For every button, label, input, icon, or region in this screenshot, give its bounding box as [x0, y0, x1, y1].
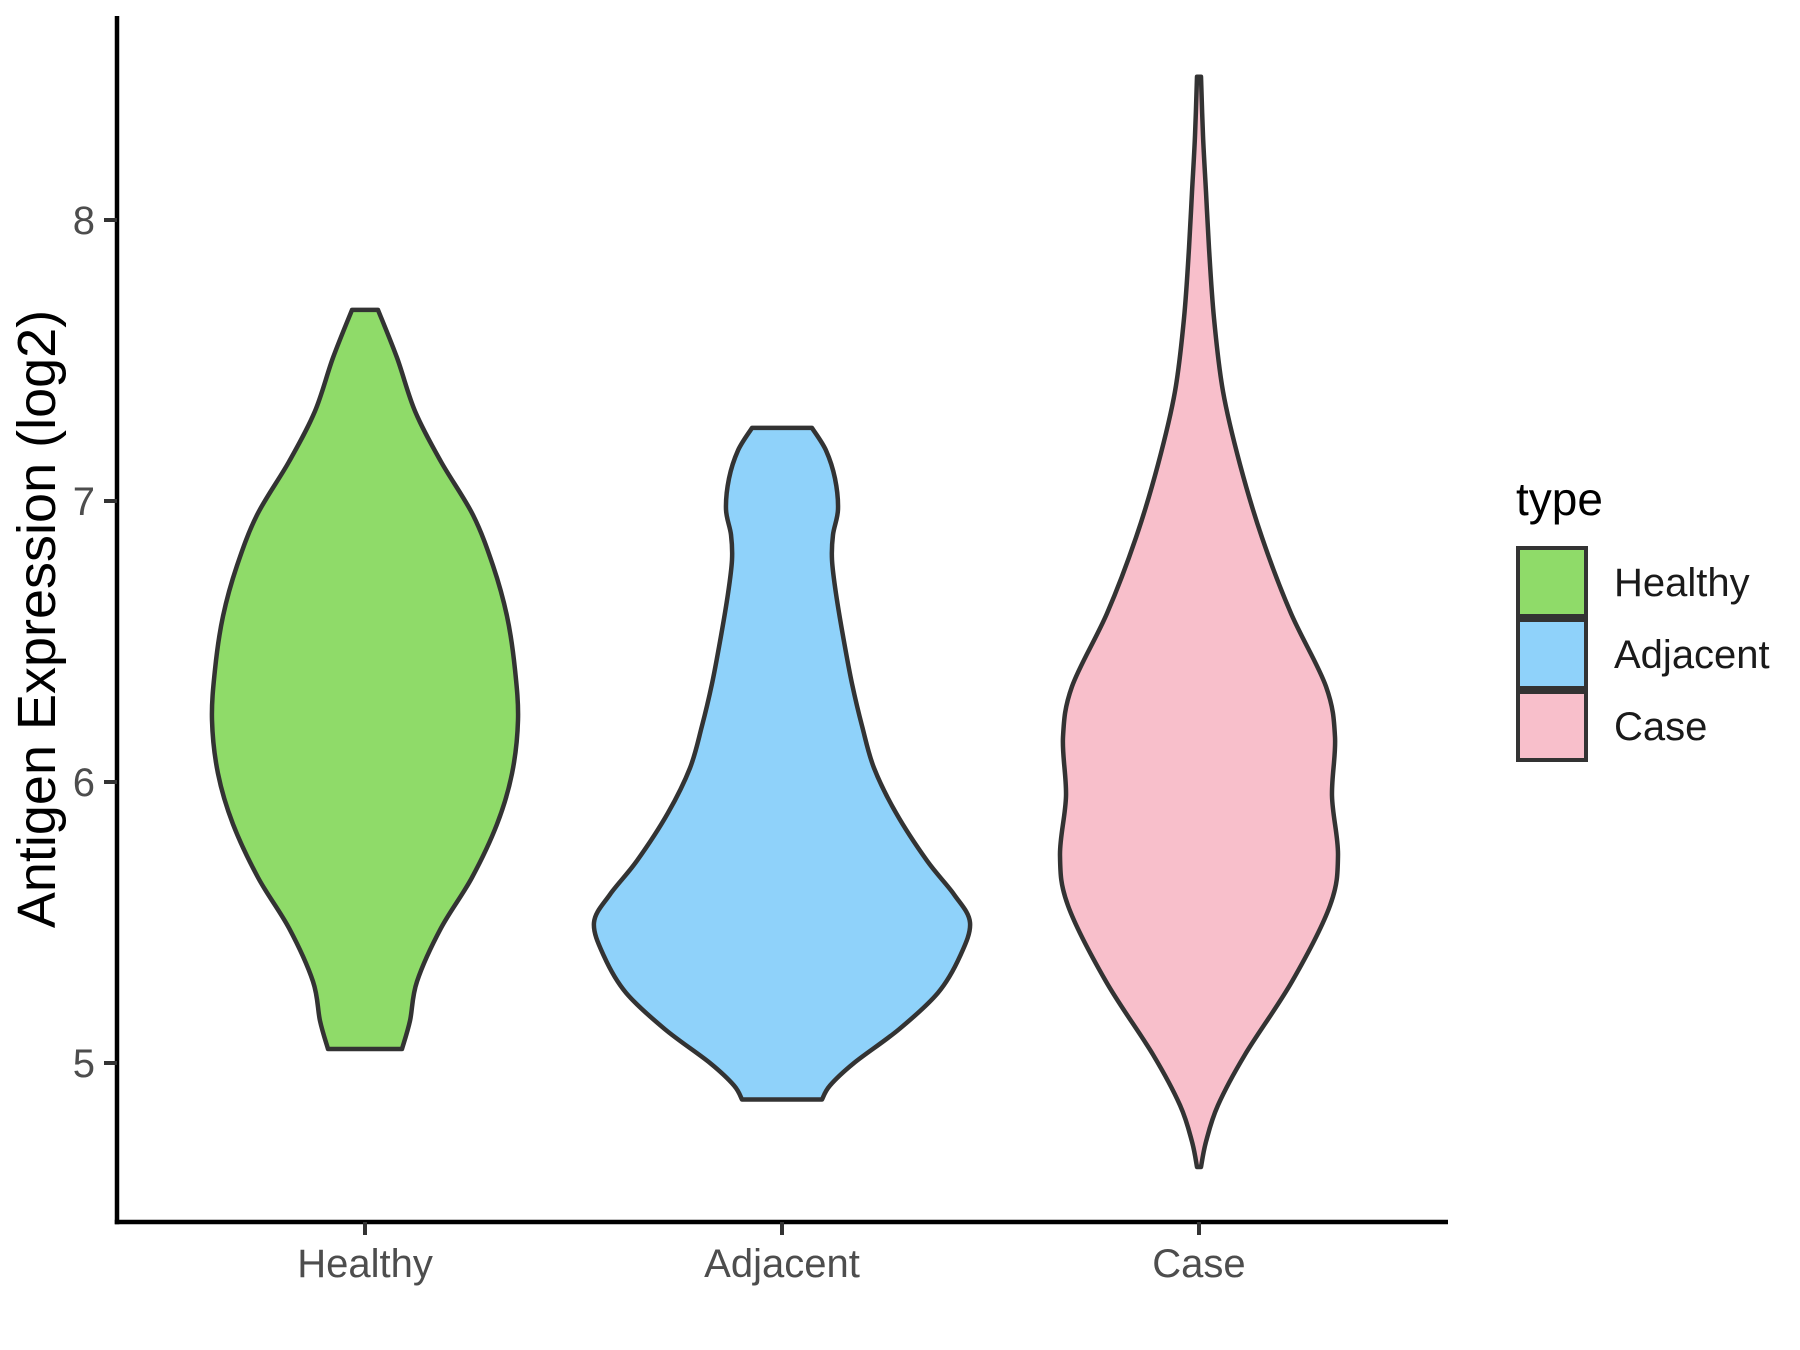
y-tick-label: 8	[73, 199, 95, 243]
violin-adjacent	[591, 425, 973, 1102]
legend-key-adjacent	[1516, 618, 1588, 690]
x-tick-label-adjacent: Adjacent	[704, 1242, 860, 1286]
legend-key-case	[1516, 690, 1588, 762]
x-tick-label-healthy: Healthy	[297, 1242, 433, 1286]
x-tick-label-case: Case	[1152, 1242, 1245, 1286]
legend-label-case: Case	[1614, 705, 1707, 749]
legend-items: Healthy Adjacent Case	[1516, 546, 1770, 762]
axes-group: 5 6 7 8 Healthy Adjacent Case	[73, 16, 1448, 1286]
legend-key-healthy	[1516, 546, 1588, 618]
violin-healthy	[209, 307, 521, 1052]
legend-label-healthy: Healthy	[1614, 561, 1750, 605]
y-tick-label: 6	[73, 761, 95, 805]
legend-title: type	[1516, 473, 1603, 525]
legend-label-adjacent: Adjacent	[1614, 633, 1770, 677]
violins-group	[209, 74, 1341, 1170]
y-tick-label: 5	[73, 1042, 95, 1086]
y-axis-title: Antigen Expression (log2)	[7, 310, 67, 928]
legend: type Healthy Adjacent Case	[1516, 473, 1770, 762]
violin-case	[1057, 74, 1341, 1170]
y-tick-label: 7	[73, 480, 95, 524]
